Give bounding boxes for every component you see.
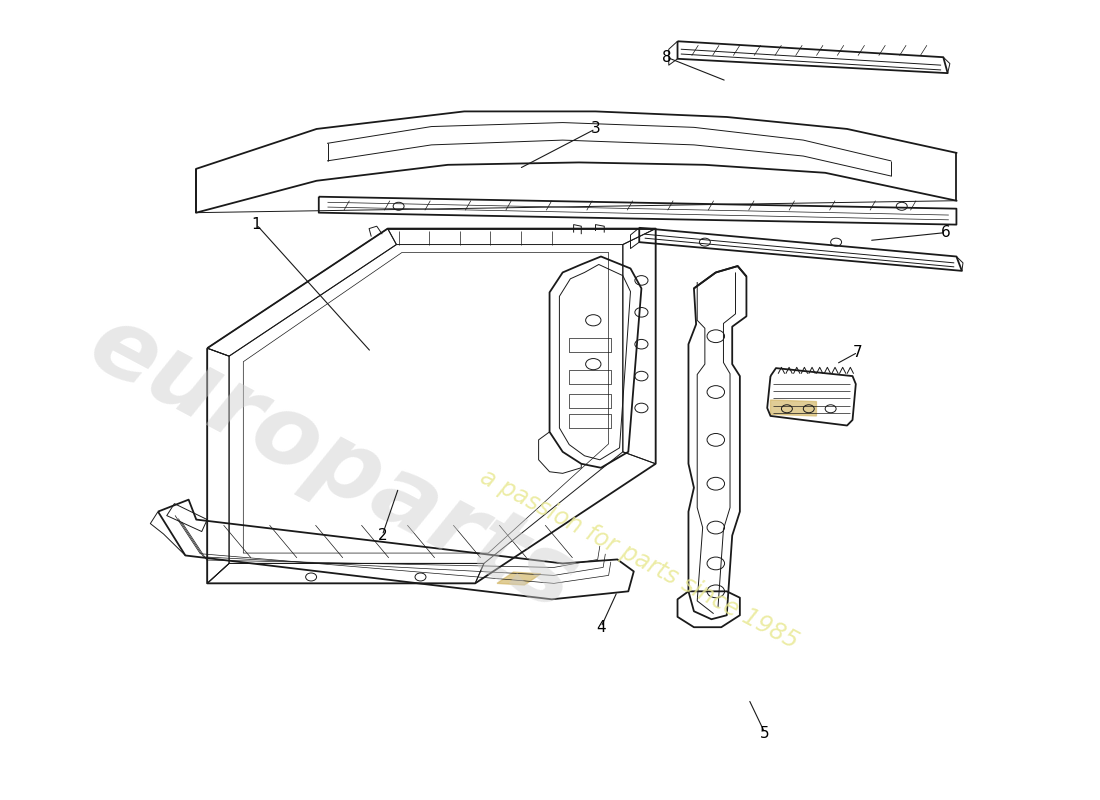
Text: 5: 5 [760, 726, 770, 741]
Text: 1: 1 [252, 217, 261, 232]
Text: 7: 7 [854, 345, 862, 360]
Text: 3: 3 [591, 122, 601, 137]
Text: 6: 6 [940, 225, 950, 240]
Text: 2: 2 [377, 528, 387, 543]
Polygon shape [770, 400, 816, 416]
Polygon shape [497, 572, 541, 585]
Text: 8: 8 [662, 50, 671, 65]
Text: europarts: europarts [74, 297, 592, 631]
Text: a passion for parts since 1985: a passion for parts since 1985 [476, 465, 802, 654]
Text: 4: 4 [596, 620, 606, 634]
